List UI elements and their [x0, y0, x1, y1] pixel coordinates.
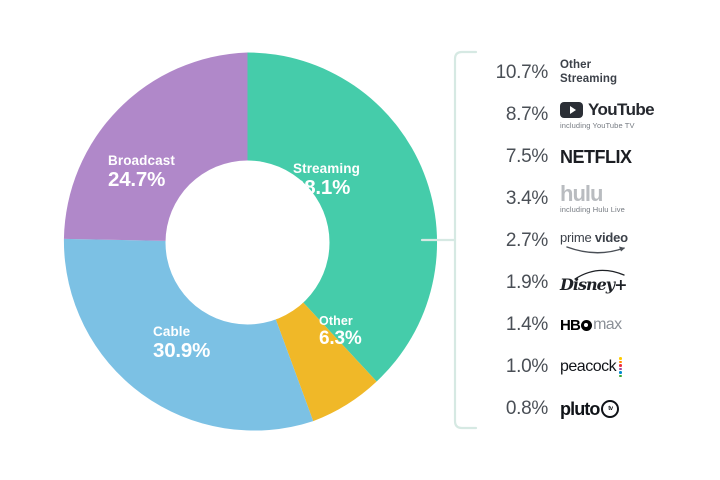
legend-pct-other-streaming: 10.7% — [495, 62, 549, 83]
legend-row-prime-video[interactable]: 2.7% prime video — [470, 220, 710, 262]
max-wordmark: max — [593, 316, 622, 333]
prime-video-wordmark: prime video — [560, 230, 628, 245]
legend-pct-disney-plus: 1.9% — [505, 272, 548, 293]
hbo-wordmark: HB — [560, 316, 581, 334]
legend-brand-youtube: YouTube including YouTube TV — [560, 100, 710, 130]
legend-brand-hulu: hulu including Hulu Live — [560, 180, 710, 215]
disney-arc-icon — [574, 269, 625, 280]
callout-bracket — [418, 50, 478, 430]
streaming-breakdown-legend: 10.7% Other Streaming 8.7% YouTube inclu… — [470, 52, 710, 427]
youtube-subtitle: including YouTube TV — [560, 121, 635, 130]
legend-row-pluto-tv[interactable]: 0.8% pluto tv — [470, 388, 710, 430]
pluto-tv-icon: tv — [601, 400, 620, 418]
legend-pct-prime-video: 2.7% — [505, 230, 548, 251]
legend-brand-netflix: NETFLIX — [560, 147, 710, 168]
legend-row-hulu[interactable]: 3.4% hulu including Hulu Live — [470, 178, 710, 220]
disney-plus-logo: Disney+ — [560, 269, 710, 295]
brand-text-other-streaming: Other Streaming — [560, 59, 618, 85]
pluto-tv-mark-text: tv — [608, 406, 613, 412]
legend-row-other-streaming[interactable]: 10.7% Other Streaming — [470, 52, 710, 94]
youtube-play-icon — [560, 102, 583, 118]
peacock-logo: peacock — [560, 357, 710, 377]
peacock-feather-icon — [619, 357, 622, 377]
prime-video-logo: prime video — [560, 229, 710, 254]
donut-slice-streaming[interactable] — [247, 52, 438, 382]
legend-brand-disney-plus: Disney+ — [560, 269, 710, 295]
legend-brand-peacock: peacock — [560, 357, 710, 377]
hbo-o-icon — [580, 319, 592, 331]
donut-chart: Streaming 38.1% Broadcast 24.7% Cable 30… — [50, 45, 445, 440]
hulu-wordmark: hulu — [560, 180, 603, 206]
legend-brand-prime-video: prime video — [560, 229, 710, 254]
prime-smile-icon — [566, 245, 625, 253]
legend-row-youtube[interactable]: 8.7% YouTube including YouTube TV — [470, 94, 710, 136]
legend-pct-youtube: 8.7% — [505, 104, 548, 125]
legend-row-disney-plus[interactable]: 1.9% Disney+ — [470, 262, 710, 304]
legend-row-netflix[interactable]: 7.5% NETFLIX — [470, 136, 710, 178]
prime-word-bold: video — [594, 229, 628, 245]
netflix-wordmark: NETFLIX — [560, 146, 632, 167]
prime-word-light: prime — [560, 229, 595, 245]
donut-svg — [63, 52, 438, 431]
peacock-wordmark: peacock — [560, 358, 617, 375]
pluto-tv-logo: pluto tv — [560, 399, 710, 420]
legend-pct-hulu: 3.4% — [505, 188, 548, 209]
legend-row-hbo-max[interactable]: 1.4% HB max — [470, 304, 710, 346]
youtube-wordmark: YouTube — [588, 100, 655, 119]
legend-pct-pluto-tv: 0.8% — [505, 398, 548, 419]
legend-brand-hbo-max: HB max — [560, 316, 710, 334]
legend-brand-pluto-tv: pluto tv — [560, 399, 710, 420]
legend-brand-other-streaming: Other Streaming — [560, 59, 710, 86]
donut-hole — [165, 160, 330, 325]
legend-pct-netflix: 7.5% — [505, 146, 548, 167]
callout-bracket-svg — [420, 50, 478, 430]
legend-pct-hbo-max: 1.4% — [505, 314, 548, 335]
disney-plus-wordmark: Disney+ — [560, 275, 627, 294]
hulu-subtitle: including Hulu Live — [560, 205, 625, 215]
legend-row-peacock[interactable]: 1.0% peacock — [470, 346, 710, 388]
hbo-max-logo: HB max — [560, 316, 710, 334]
youtube-logo: YouTube — [560, 100, 710, 120]
pluto-wordmark: pluto — [560, 398, 600, 419]
legend-pct-peacock: 1.0% — [505, 356, 548, 377]
